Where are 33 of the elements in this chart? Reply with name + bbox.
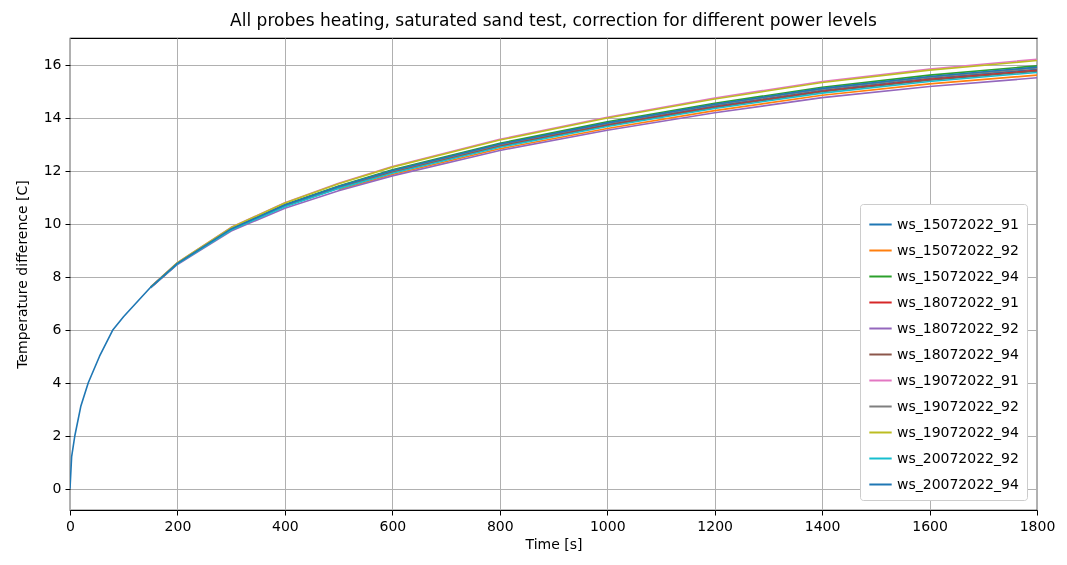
legend-label: ws_18072022_92 [897,319,1019,336]
legend-label: ws_20072022_94 [897,475,1019,492]
legend-label: ws_15072022_92 [897,241,1019,258]
x-tick-label: 1800 [1019,517,1056,534]
legend-label: ws_18072022_94 [897,345,1019,362]
y-tick-label: 16 [43,56,62,73]
x-tick-label: 1600 [912,517,948,534]
y-tick-label: 6 [52,321,62,338]
chart-title: All probes heating, saturated sand test, correction for different power levels [230,10,878,30]
x-tick-label: 1400 [804,517,841,534]
x-tick-label: 800 [486,517,514,534]
legend-label: ws_19072022_92 [897,397,1019,414]
legend-label: ws_20072022_92 [897,449,1019,466]
legend-label: ws_18072022_91 [897,293,1019,310]
y-tick-label: 8 [52,268,62,285]
legend-label: ws_15072022_91 [897,215,1019,232]
y-tick-label: 10 [43,215,62,232]
y-axis-title: Temperature difference [C] [13,180,30,370]
x-tick-label: 600 [379,517,407,534]
legend-label: ws_19072022_91 [897,371,1019,388]
x-tick-label: 1200 [697,517,733,534]
y-tick-label: 0 [52,480,62,497]
x-tick-label: 0 [66,517,75,534]
x-tick-label: 200 [164,517,192,534]
x-axis-title: Time [s] [524,535,583,552]
legend-label: ws_19072022_94 [897,423,1019,440]
x-tick-label: 400 [272,517,299,534]
x-tick-label: 1000 [589,517,626,534]
legend-label: ws_15072022_94 [897,267,1019,284]
y-tick-label: 2 [52,427,62,444]
y-tick-label: 12 [43,162,62,179]
y-tick-label: 14 [43,109,62,126]
y-tick-label: 4 [52,374,62,391]
